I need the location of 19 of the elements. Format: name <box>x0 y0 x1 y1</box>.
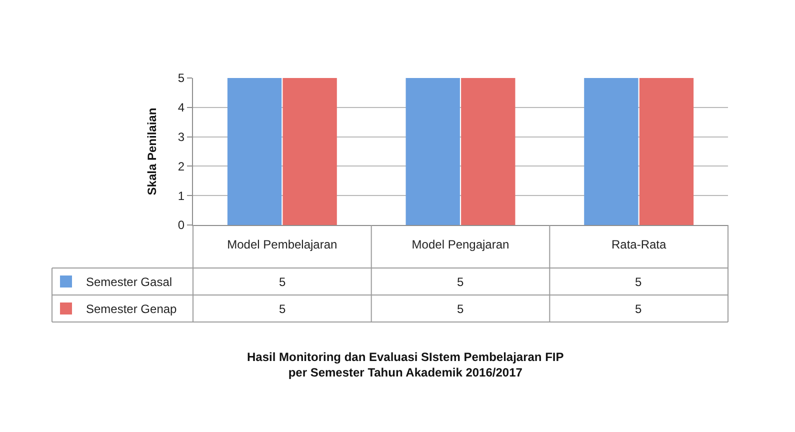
data-label: 5 <box>279 302 286 316</box>
y-tick-label: 4 <box>178 100 185 115</box>
y-axis-title: Skala Penilaian <box>145 108 160 196</box>
data-label: 5 <box>279 275 286 289</box>
y-tick-label: 0 <box>178 218 185 232</box>
data-label: 5 <box>635 302 642 316</box>
y-tick-label: 1 <box>178 188 185 203</box>
data-label: 5 <box>457 302 464 316</box>
legend-label: Semester Gasal <box>86 275 172 290</box>
text: Hasil Monitoring dan Evaluasi SIstem Pembelajaran FIP per Semester Tahun Akademik 2016/2017 <box>247 350 564 380</box>
x-tick-label: Model Pengajaran <box>412 237 510 252</box>
x-tick-label: Model Pembelajaran <box>227 237 338 252</box>
data-label: 5 <box>457 275 464 289</box>
y-tick-label: 3 <box>178 130 185 144</box>
legend-label: Semester Genap <box>86 302 178 316</box>
data-label: 5 <box>635 275 642 289</box>
y-tick-label: 5 <box>178 71 185 86</box>
y-tick-label: 2 <box>178 159 185 174</box>
x-tick-label: Rata-Rata <box>611 237 666 252</box>
